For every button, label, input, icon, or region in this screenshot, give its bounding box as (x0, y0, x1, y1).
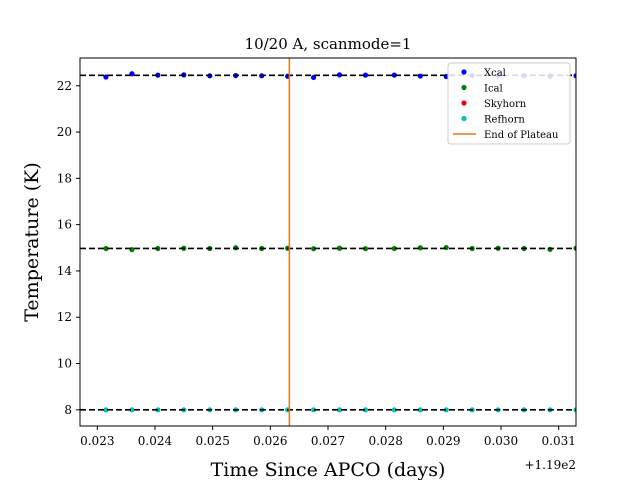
legend-marker (461, 84, 467, 91)
legend-label: Skyhorn (484, 99, 527, 110)
data-point (391, 245, 397, 252)
legend-entry-ical: Ical (461, 84, 503, 95)
legend-marker (461, 115, 467, 122)
legend-entry-skyhorn: Skyhorn (461, 99, 527, 110)
y-tick-label: 12 (57, 310, 72, 324)
data-point (362, 72, 369, 78)
data-point (336, 72, 343, 78)
legend-label: Ical (484, 84, 503, 95)
x-axis-label: Time Since APCO (days) (211, 459, 446, 480)
data-point (310, 407, 317, 413)
y-axis: 8 10 12 14 16 18 20 22 (57, 79, 80, 417)
data-point (103, 245, 109, 252)
x-tick-label: 0.029 (426, 434, 460, 448)
x-tick-label: 0.028 (368, 434, 402, 448)
data-point (573, 407, 576, 413)
legend-marker (461, 69, 467, 75)
y-tick-label: 8 (64, 403, 72, 417)
data-point (443, 244, 449, 251)
data-point (391, 72, 397, 78)
y-tick-label: 10 (57, 357, 72, 371)
data-point (391, 407, 397, 413)
y-tick-label: 16 (57, 218, 72, 232)
y-tick-label: 14 (57, 264, 73, 278)
x-tick-label: 0.026 (253, 434, 287, 448)
data-point (336, 245, 343, 251)
data-point (103, 407, 109, 413)
data-point (443, 407, 449, 413)
x-tick-label: 0.031 (542, 434, 576, 448)
y-tick-label: 22 (57, 79, 72, 93)
legend: Xcal Ical Skyhorn Refhorn End of Plateau (447, 62, 571, 145)
legend-entry-xcal: Xcal (461, 68, 506, 79)
x-tick-label: 0.024 (138, 434, 173, 448)
data-point (336, 407, 343, 413)
y-axis-label: Temperature (K) (21, 162, 43, 322)
legend-label: Refhorn (484, 115, 525, 126)
y-tick-label: 18 (57, 171, 72, 185)
data-point (129, 407, 135, 413)
legend-label: End of Plateau (484, 130, 559, 141)
x-axis: 0.023 0.024 0.025 0.026 0.027 0.028 0.029 0.030… (80, 426, 576, 448)
data-point (362, 407, 369, 413)
legend-entry-refhorn: Refhorn (461, 115, 525, 126)
x-tick-label: 0.030 (484, 434, 518, 448)
data-point (417, 407, 423, 413)
legend-box (447, 62, 571, 145)
legend-marker (461, 100, 467, 106)
plot-area (80, 58, 576, 426)
data-point (573, 245, 576, 251)
data-point (362, 246, 369, 252)
y-tick-label: 20 (57, 125, 72, 139)
x-tick-label: 0.025 (195, 434, 229, 448)
data-point (310, 246, 317, 252)
legend-entry-end-of-plateau: End of Plateau (453, 130, 559, 141)
legend-label: Xcal (484, 68, 506, 79)
data-point (573, 73, 576, 79)
x-tick-label: 0.027 (311, 434, 345, 448)
x-tick-label: 0.023 (80, 434, 114, 448)
x-offset-label: +1.19e2 (524, 458, 576, 472)
data-point (547, 246, 553, 253)
chart-title: 10/20 A, scanmode=1 (245, 35, 412, 53)
